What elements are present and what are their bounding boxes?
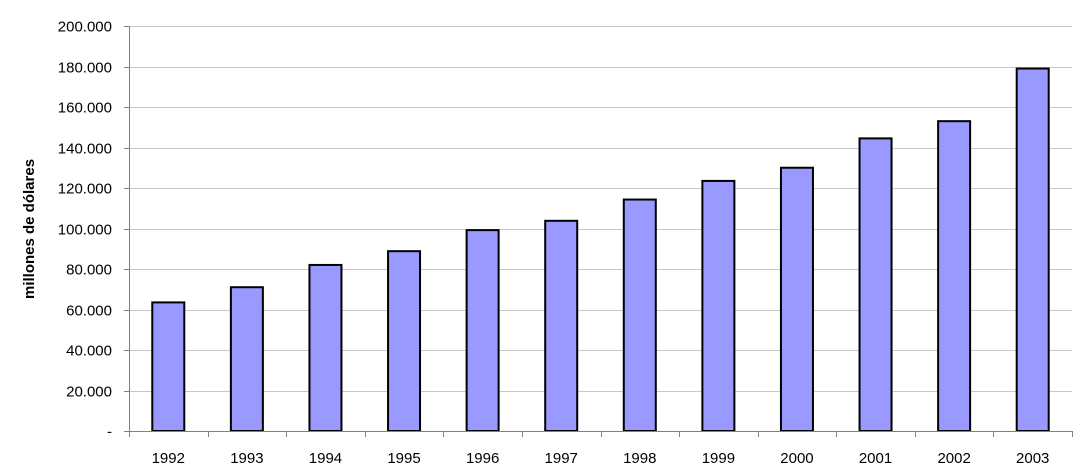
y-tick-label: 200.000 — [58, 19, 112, 36]
y-tick-label: 80.000 — [66, 262, 112, 279]
y-tick-label: - — [107, 424, 112, 441]
bar-1997 — [544, 219, 579, 432]
bar-1994 — [308, 263, 343, 433]
x-tick-label: 1994 — [309, 450, 342, 467]
y-tick-label: 60.000 — [66, 303, 112, 320]
y-tick-label: 160.000 — [58, 100, 112, 117]
x-tick-label: 2001 — [859, 450, 892, 467]
bar-1999 — [701, 179, 736, 432]
bar-2000 — [779, 166, 814, 432]
x-tick-label: 1997 — [545, 450, 578, 467]
y-tick-labels: - 20.000 40.000 60.000 80.000 100.000 120.000 1… — [58, 19, 112, 441]
x-tick-label: 1998 — [623, 450, 656, 467]
bar-1996 — [465, 229, 500, 432]
x-tick-label: 1996 — [466, 450, 499, 467]
bars — [151, 67, 1050, 433]
bar-2003 — [1015, 67, 1050, 433]
axes — [124, 26, 1073, 437]
y-tick-label: 120.000 — [58, 181, 112, 198]
y-tick-label: 40.000 — [66, 343, 112, 360]
y-tick-label: 140.000 — [58, 141, 112, 158]
y-tick-label: 180.000 — [58, 60, 112, 77]
bar-1993 — [229, 286, 264, 432]
x-tick-label: 1999 — [702, 450, 735, 467]
y-tick-label: 20.000 — [66, 384, 112, 401]
x-tick-label: 1992 — [152, 450, 185, 467]
x-tick-label: 1993 — [230, 450, 263, 467]
bar-1995 — [387, 250, 422, 432]
bar-2002 — [937, 120, 972, 433]
x-tick-labels: 1992 1993 1994 1995 1996 1997 1998 1999 2000 2001… — [152, 450, 1050, 467]
y-tick-label: 100.000 — [58, 222, 112, 239]
bar-1998 — [622, 198, 657, 432]
y-axis-label: millones de dólares — [21, 159, 38, 299]
x-tick-label: 2003 — [1016, 450, 1049, 467]
x-tick-label: 2000 — [780, 450, 813, 467]
x-tick-label: 1995 — [387, 450, 420, 467]
bar-1992 — [151, 301, 186, 432]
bar-2001 — [858, 137, 893, 432]
gridlines — [129, 26, 1072, 392]
x-tick-label: 2002 — [937, 450, 970, 467]
